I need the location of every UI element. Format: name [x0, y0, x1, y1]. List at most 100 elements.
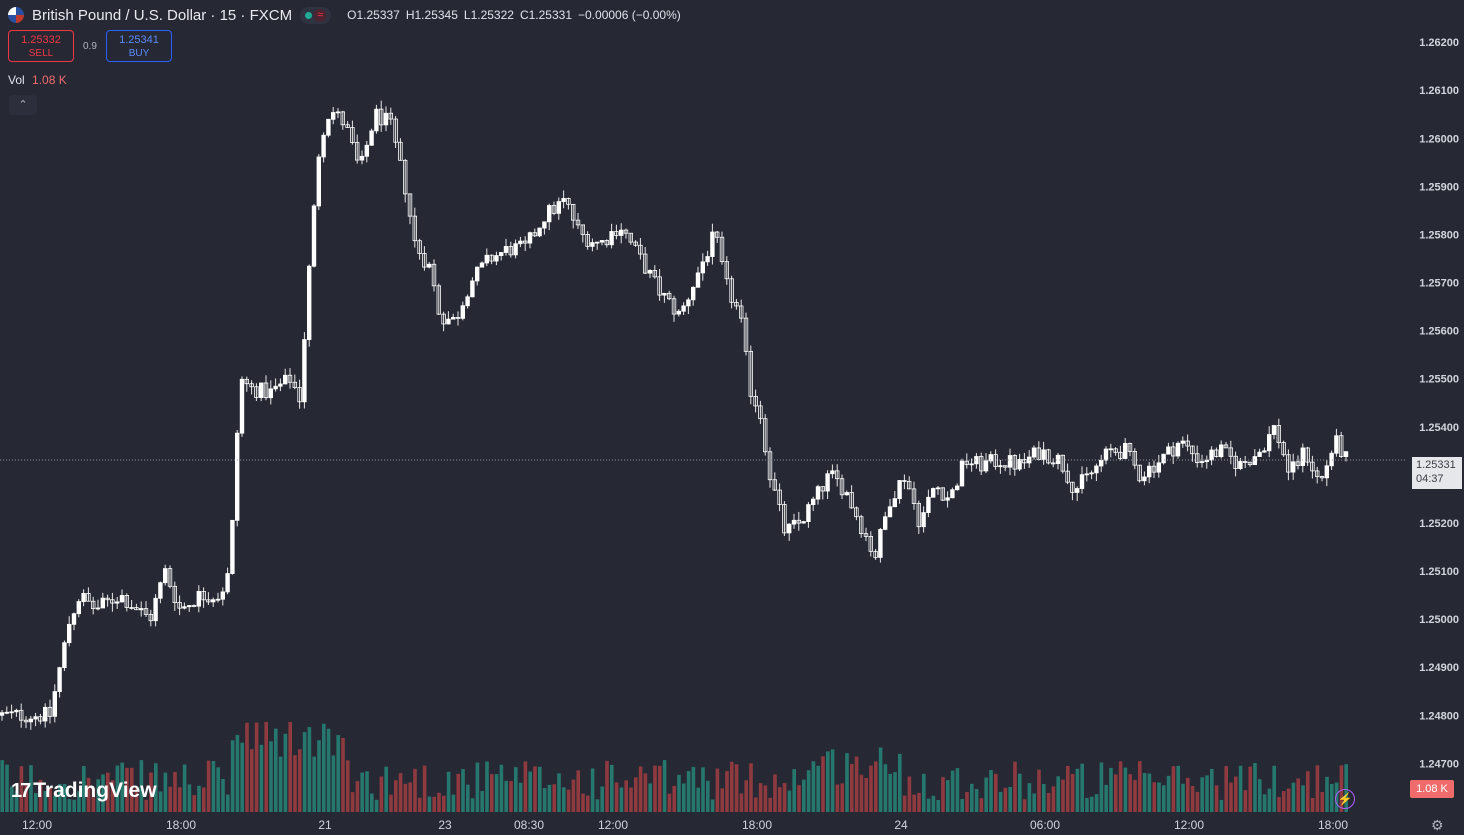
volume-bar	[187, 784, 192, 812]
symbol-title[interactable]: British Pound / U.S. Dollar · 15 · FXCM	[32, 6, 293, 24]
candle-body	[1017, 459, 1022, 470]
ohlc-close: C1.25331	[519, 8, 572, 22]
volume-label: Vol	[8, 73, 25, 87]
volume-bar	[562, 787, 566, 812]
candle-body	[345, 124, 350, 128]
candle-body	[162, 568, 168, 584]
candle-body	[1324, 465, 1329, 479]
candle-body	[1065, 470, 1070, 483]
volume-bar	[806, 770, 811, 812]
candle-body	[1161, 453, 1166, 464]
volume-bar	[1114, 774, 1118, 812]
candle-body	[258, 382, 264, 398]
volume-bar	[192, 795, 196, 812]
volume-bar	[1238, 765, 1243, 812]
volume-bar	[274, 728, 278, 812]
chevron-up-icon[interactable]: ⌃	[9, 95, 37, 115]
volume-bar	[1219, 799, 1224, 812]
candle-body	[537, 227, 542, 237]
volume-bar	[1339, 765, 1344, 812]
price-tick-label: 1.24900	[1419, 662, 1459, 674]
gear-icon[interactable]: ⚙	[1431, 817, 1444, 833]
volume-bar	[216, 767, 220, 812]
candle-body	[417, 240, 422, 254]
volume-bar	[518, 782, 523, 812]
volume-bar	[1301, 785, 1305, 812]
candle-body	[1089, 472, 1094, 475]
candle-body	[52, 691, 57, 717]
volume-bar	[648, 783, 652, 812]
candle-body	[859, 516, 864, 535]
candle-body	[1343, 451, 1349, 458]
volume-bar	[1070, 773, 1075, 812]
candle-body	[887, 506, 893, 518]
time-tick-label: 23	[438, 818, 452, 832]
market-status[interactable]: ≈	[300, 6, 332, 24]
candle-body	[868, 536, 873, 552]
candle-body	[306, 265, 312, 340]
volume-bar	[413, 768, 417, 812]
volume-bar	[835, 784, 840, 812]
volume-bar	[254, 722, 259, 812]
buy-button[interactable]: 1.25341 BUY	[106, 30, 172, 62]
candle-body	[105, 597, 110, 601]
volume-bar	[792, 769, 796, 812]
volume-bar	[67, 799, 72, 812]
candle-body	[878, 528, 883, 558]
volume-bar	[864, 777, 868, 812]
candle-body	[710, 231, 715, 257]
volume-bar	[586, 795, 590, 812]
volume-bar	[221, 778, 225, 812]
candle-body	[1271, 425, 1277, 435]
candle-body	[129, 607, 134, 609]
volume-bar	[178, 787, 182, 812]
volume-bar	[288, 721, 292, 812]
candle-body	[134, 607, 139, 611]
volume-bar	[475, 762, 480, 812]
volume-bar	[979, 798, 984, 812]
volume-bar	[854, 756, 859, 812]
time-tick-label: 12:00	[22, 818, 52, 832]
volume-bar	[374, 799, 379, 812]
volume-bar	[432, 796, 436, 812]
volume-bar	[130, 767, 134, 812]
volume-bar	[1262, 794, 1267, 812]
tradingview-logo[interactable]: 17 TradingView	[11, 779, 157, 803]
candle-body	[796, 519, 801, 524]
lightning-bolt-icon[interactable]: ⚡	[1335, 789, 1355, 809]
volume-bar	[1075, 768, 1080, 812]
candle-body	[426, 263, 432, 268]
candle-body	[287, 374, 293, 383]
candle-body	[28, 718, 33, 723]
sell-button[interactable]: 1.25332 SELL	[8, 30, 74, 62]
volume-bar	[1176, 765, 1180, 812]
volume-bar	[269, 741, 273, 812]
candle-body	[590, 242, 595, 247]
candle-body	[407, 193, 413, 217]
candle-body	[460, 305, 465, 319]
candle-body	[263, 382, 269, 399]
candle-body	[1137, 464, 1142, 482]
candle-body	[450, 316, 456, 320]
volume-legend[interactable]: Vol 1.08 K	[8, 73, 67, 87]
volume-bar	[101, 774, 105, 812]
candle-body	[422, 253, 427, 268]
candle-body	[62, 642, 67, 669]
volume-bar	[994, 773, 998, 812]
volume-bar	[566, 789, 571, 812]
volume-bar	[610, 764, 614, 812]
volume-bar	[917, 792, 921, 812]
volume-bar	[1138, 761, 1142, 812]
volume-bar	[922, 773, 926, 812]
volume-bar	[605, 760, 609, 812]
candle-body	[441, 313, 446, 325]
tradingview-logo-icon: 17	[11, 779, 31, 802]
candle-body	[153, 597, 158, 622]
candle-body	[1070, 481, 1075, 493]
volume-bar	[0, 760, 4, 812]
candle-body	[782, 504, 787, 534]
candle-body	[292, 381, 297, 388]
candle-body	[513, 243, 518, 256]
volume-bar	[960, 799, 964, 812]
